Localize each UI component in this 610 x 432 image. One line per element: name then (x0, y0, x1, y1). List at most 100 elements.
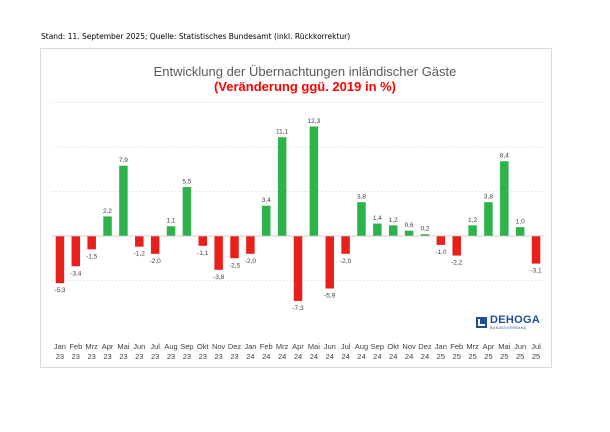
data-label: -7,3 (292, 305, 304, 312)
logo-name: DEHOGA (490, 314, 541, 326)
bar (230, 236, 239, 259)
x-tick-month: Dez (228, 342, 242, 351)
x-tick-month: Jan (435, 342, 447, 351)
x-tick-month: Sep (371, 342, 384, 351)
bar (468, 225, 477, 236)
data-label: -5,9 (324, 293, 336, 300)
x-tick-year: 25 (500, 352, 508, 361)
x-tick-year: 24 (262, 352, 270, 361)
x-tick-year: 23 (72, 352, 80, 361)
data-label: -2,0 (340, 258, 352, 265)
x-tick-month: Jan (54, 342, 66, 351)
dehoga-logo: DEHOGA BUNDESVERBAND (476, 315, 540, 331)
x-tick-year: 25 (468, 352, 476, 361)
data-label: -3,1 (530, 268, 542, 275)
bars (55, 126, 541, 301)
x-tick-month: Mai (498, 342, 510, 351)
data-label: 1,2 (468, 217, 477, 224)
x-tick-year: 24 (278, 352, 286, 361)
x-tick-year: 23 (167, 352, 175, 361)
bar (119, 165, 128, 236)
x-tick-month: Jun (133, 342, 145, 351)
x-tick-month: Feb (450, 342, 463, 351)
data-label: 12,3 (308, 118, 321, 125)
x-tick-month: Apr (483, 342, 495, 351)
x-tick-month: Mrz (466, 342, 479, 351)
x-tick-year: 24 (294, 352, 302, 361)
x-tick-month: Nov (402, 342, 416, 351)
data-label: 7,9 (119, 157, 128, 164)
x-tick-year: 23 (151, 352, 159, 361)
bar (55, 236, 65, 284)
x-tick-month: Okt (387, 342, 400, 351)
bar (182, 187, 192, 236)
data-label: 1,4 (373, 215, 382, 222)
x-tick-year: 25 (516, 352, 524, 361)
data-label: -3,8 (213, 274, 225, 281)
bar (198, 236, 208, 246)
data-label: -2,5 (229, 262, 241, 269)
bar (150, 236, 160, 254)
x-tick-month: Apr (102, 342, 114, 351)
x-tick-year: 25 (532, 352, 540, 361)
bar (341, 236, 350, 254)
bar (293, 236, 303, 301)
x-tick-year: 24 (389, 352, 397, 361)
x-tick-month: Okt (197, 342, 210, 351)
data-label: 0,2 (420, 226, 429, 233)
dehoga-logo-icon (476, 317, 487, 329)
data-label: 1,2 (389, 217, 398, 224)
data-label: 5,5 (182, 179, 191, 186)
x-tick-month: Jun (514, 342, 526, 351)
bar (277, 137, 287, 236)
data-label: 1,0 (516, 219, 525, 226)
x-tick-year: 25 (484, 352, 492, 361)
x-tick-year: 23 (56, 352, 64, 361)
data-label: -1,2 (134, 251, 146, 258)
x-tick-month: Jan (244, 342, 256, 351)
x-tick-month: Feb (69, 342, 82, 351)
x-tick-year: 25 (437, 352, 445, 361)
data-labels: -5,3 -3,4 -1,5 2,2 7,9 -1,2 -2,0 1,1 5,5 -1,1 -3,8… (54, 118, 542, 312)
x-tick-year: 23 (199, 352, 207, 361)
logo-sub: BUNDESVERBAND (490, 326, 527, 330)
bar (404, 230, 414, 236)
data-label: -2,2 (451, 260, 463, 267)
bar (388, 225, 398, 236)
bar (357, 202, 366, 236)
x-tick-month: Aug (164, 342, 177, 351)
x-tick-year: 24 (326, 352, 334, 361)
data-label: -2,0 (245, 258, 257, 265)
x-tick-month: Jul (341, 342, 351, 351)
x-tick-year: 24 (341, 352, 349, 361)
x-tick-year: 24 (246, 352, 254, 361)
data-label: -1,5 (86, 253, 98, 260)
x-tick-month: Jul (531, 342, 541, 351)
data-label: 3,4 (262, 197, 271, 204)
data-label: 8,4 (500, 153, 509, 160)
data-label: -1,0 (435, 249, 447, 256)
x-tick-year: 23 (88, 352, 96, 361)
x-tick-year: 24 (405, 352, 413, 361)
bar (420, 234, 430, 236)
data-label: 2,2 (103, 208, 112, 215)
bar (87, 236, 96, 250)
x-tick-year: 24 (421, 352, 429, 361)
x-tick-year: 23 (119, 352, 127, 361)
data-label: 3,8 (357, 194, 366, 201)
data-label: -3,4 (70, 270, 82, 277)
x-tick-month: Jun (324, 342, 336, 351)
x-tick-year: 24 (357, 352, 365, 361)
bar (531, 236, 541, 264)
bar (246, 236, 255, 254)
x-tick-year: 23 (230, 352, 238, 361)
bar (484, 202, 493, 236)
data-label: 3,8 (484, 194, 493, 201)
x-tick-year: 23 (135, 352, 143, 361)
x-tick-month: Nov (212, 342, 226, 351)
data-label: -1,1 (197, 250, 209, 257)
bar (262, 205, 271, 236)
chart-subtitle: (Veränderung ggü. 2019 in %) (213, 79, 397, 94)
x-tick-month: Jul (150, 342, 160, 351)
